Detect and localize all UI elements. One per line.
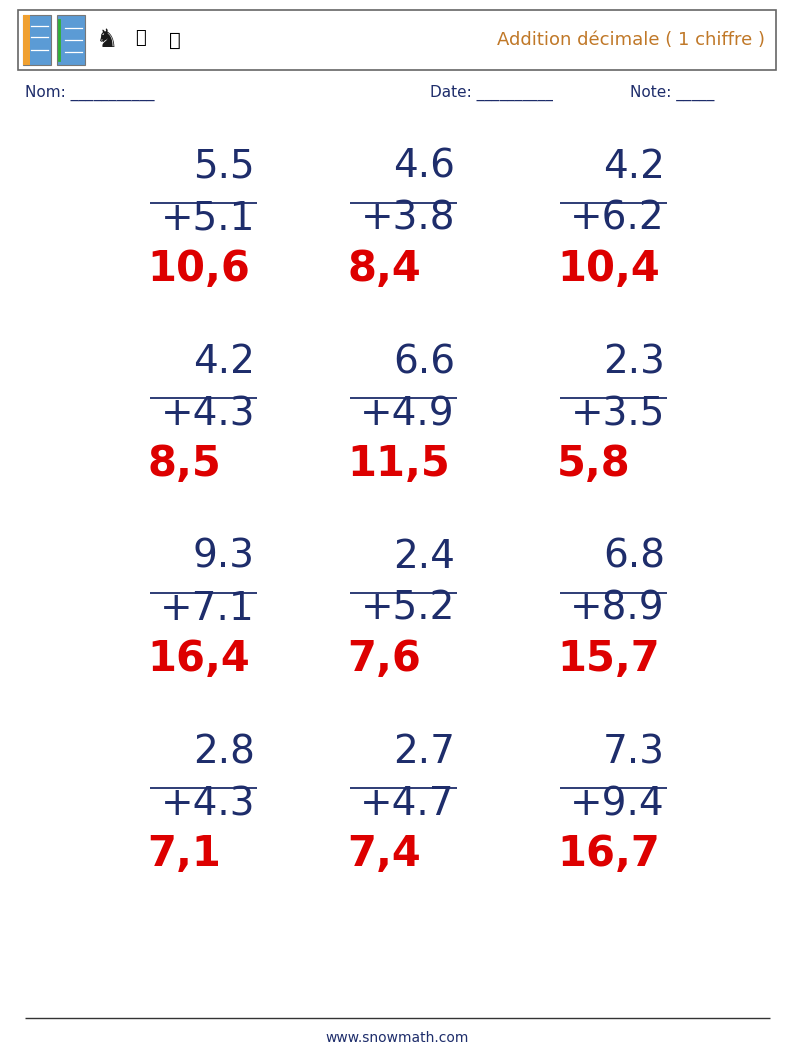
Text: 7,6: 7,6 — [347, 638, 421, 680]
Text: +3.5: +3.5 — [571, 395, 665, 433]
Text: 15,7: 15,7 — [557, 638, 660, 680]
Text: Date: __________: Date: __________ — [430, 85, 553, 101]
Text: 8,5: 8,5 — [147, 443, 221, 485]
Text: +7.1: +7.1 — [160, 590, 255, 628]
Text: 2.3: 2.3 — [603, 343, 665, 381]
Text: 10,6: 10,6 — [147, 249, 250, 290]
Text: 7,1: 7,1 — [147, 833, 221, 875]
Text: Note: _____: Note: _____ — [630, 85, 715, 101]
Text: +3.8: +3.8 — [360, 200, 455, 238]
Text: 6.6: 6.6 — [393, 343, 455, 381]
Text: +4.9: +4.9 — [360, 395, 455, 433]
Text: +6.2: +6.2 — [570, 200, 665, 238]
Text: 9.3: 9.3 — [193, 538, 255, 576]
Text: ♞: ♞ — [96, 28, 118, 52]
Text: 2.8: 2.8 — [193, 733, 255, 771]
Text: +5.1: +5.1 — [160, 200, 255, 238]
Bar — [18, 9, 776, 69]
Text: +9.4: +9.4 — [570, 784, 665, 823]
Text: Nom: ___________: Nom: ___________ — [25, 85, 155, 101]
Text: 5,8: 5,8 — [557, 443, 630, 485]
Text: 2.7: 2.7 — [393, 733, 455, 771]
Text: 7.3: 7.3 — [603, 733, 665, 771]
Text: 4.6: 4.6 — [393, 148, 455, 186]
Text: +4.3: +4.3 — [160, 395, 255, 433]
Text: 4.2: 4.2 — [193, 343, 255, 381]
Text: 7,4: 7,4 — [347, 833, 421, 875]
Text: 4.2: 4.2 — [603, 148, 665, 186]
Text: 2.4: 2.4 — [393, 538, 455, 576]
Text: 16,7: 16,7 — [557, 833, 660, 875]
Text: Addition décimale ( 1 chiffre ): Addition décimale ( 1 chiffre ) — [497, 31, 765, 49]
Bar — [23, 15, 51, 65]
Text: www.snowmath.com: www.snowmath.com — [326, 1031, 468, 1045]
Text: 🔎: 🔎 — [169, 31, 181, 49]
Text: 5.5: 5.5 — [194, 148, 255, 186]
Text: +4.3: +4.3 — [160, 784, 255, 823]
Text: 10,4: 10,4 — [557, 249, 660, 290]
Text: 6.8: 6.8 — [603, 538, 665, 576]
Text: +5.2: +5.2 — [360, 590, 455, 628]
Bar — [57, 15, 85, 65]
Text: 📣: 📣 — [135, 29, 145, 47]
Text: 8,4: 8,4 — [347, 249, 421, 290]
Text: 16,4: 16,4 — [147, 638, 250, 680]
Text: +4.7: +4.7 — [360, 784, 455, 823]
Text: 11,5: 11,5 — [347, 443, 449, 485]
Text: +8.9: +8.9 — [570, 590, 665, 628]
Bar — [23, 15, 30, 65]
